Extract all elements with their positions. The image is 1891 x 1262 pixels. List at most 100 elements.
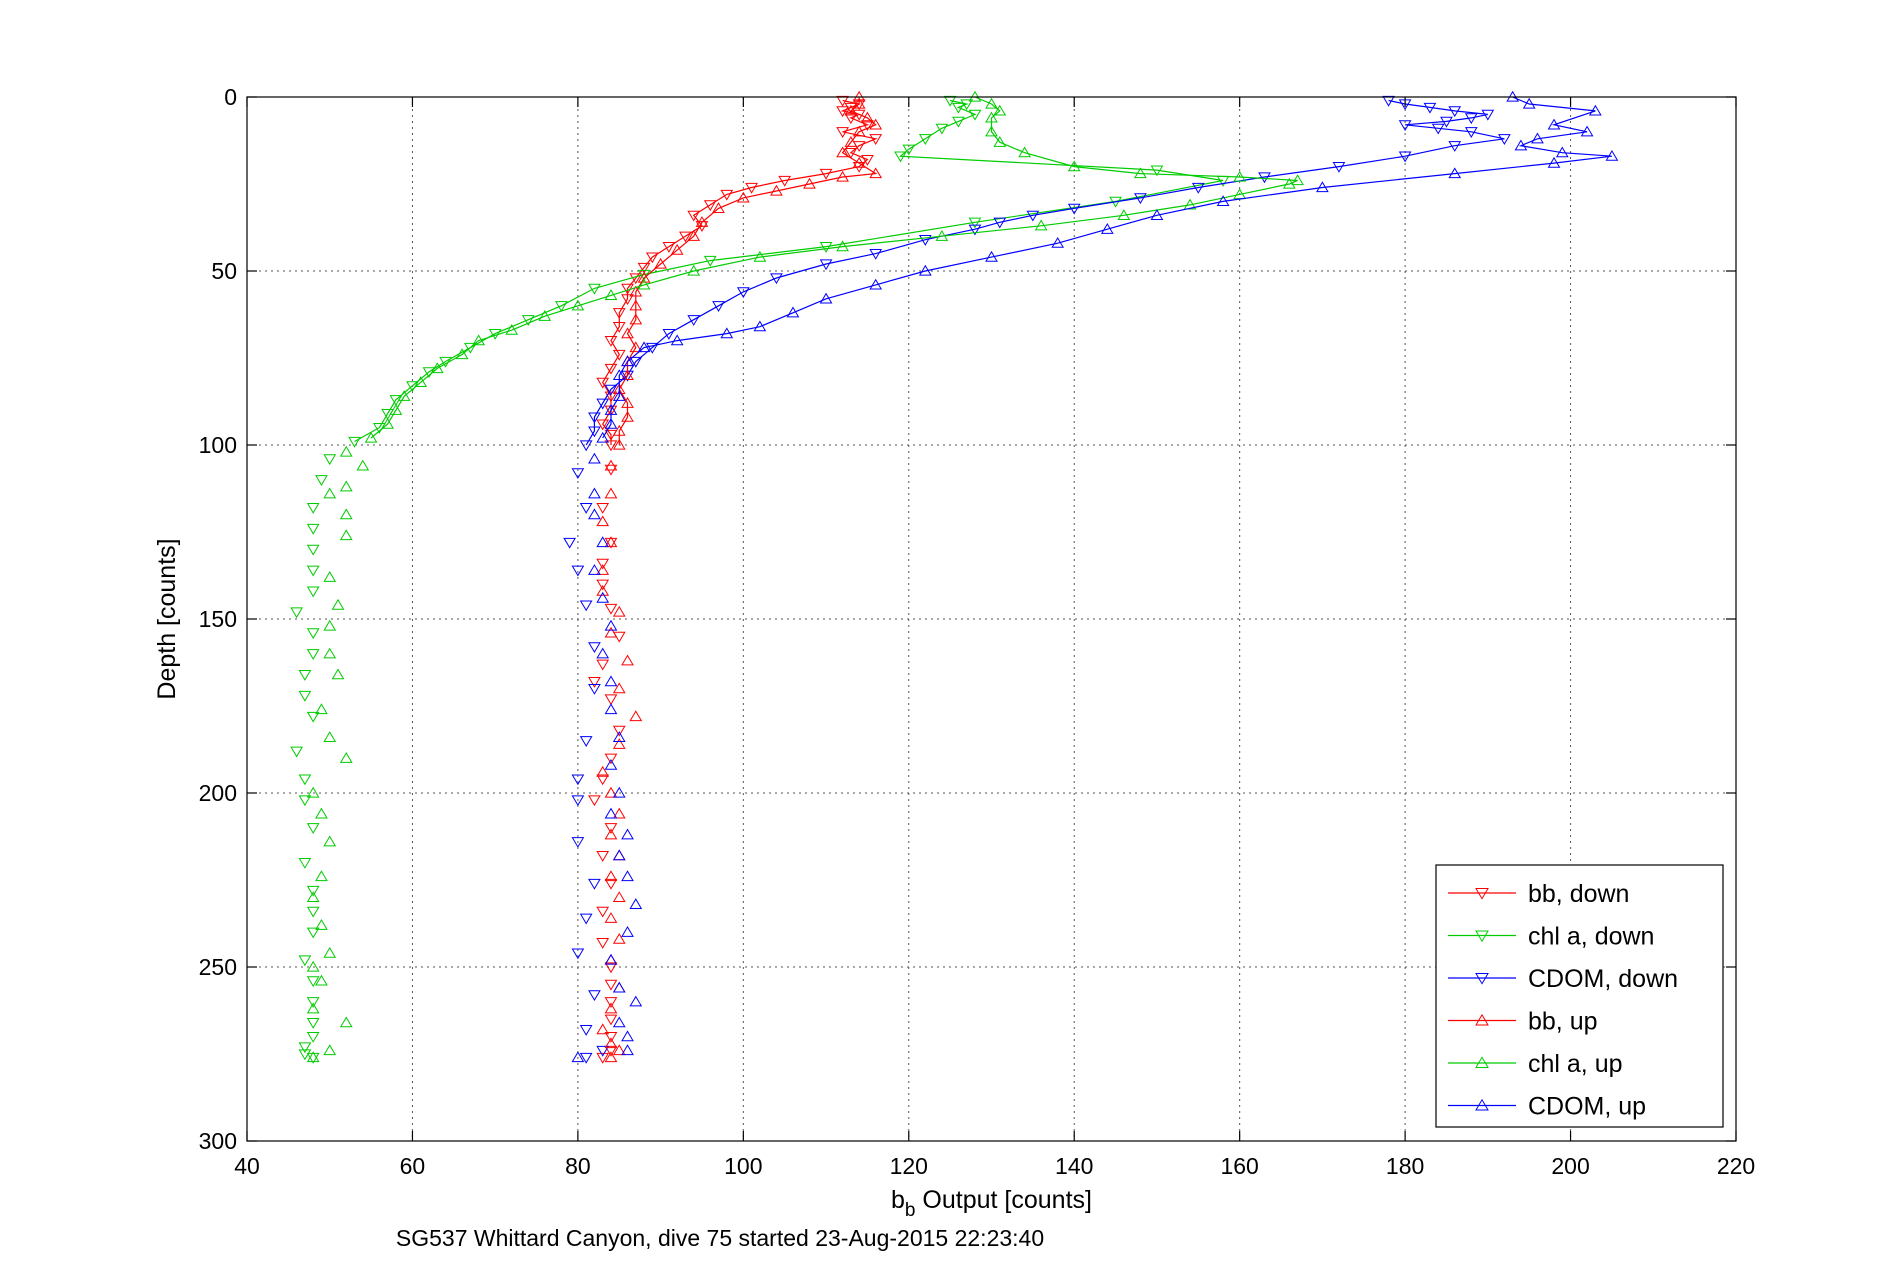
data-point [902,144,916,156]
data-point [306,1051,320,1063]
data-point [1481,109,1495,121]
data-point [604,753,618,765]
data-point [306,885,320,897]
data-point [720,327,734,339]
data-point [703,200,717,212]
data-point [645,252,659,264]
data-point [604,417,618,429]
data-point [596,515,610,527]
data-point [629,898,643,909]
data-point [579,1025,593,1036]
x-tick-label: 80 [565,1153,591,1179]
x-tick-label: 120 [890,1153,928,1179]
data-point [315,703,328,715]
data-point [1464,113,1478,125]
data-point [596,1045,610,1057]
data-point [588,426,601,438]
legend-entry: chl a, up [1448,1050,1623,1078]
data-point [604,912,618,923]
legend-entry: bb, down [1448,880,1629,908]
data-point [960,99,974,111]
data-point [1216,195,1230,207]
data-point [323,946,337,958]
data-point [1018,146,1031,158]
data-point [935,123,949,135]
data-point [736,287,750,299]
data-point [621,410,634,422]
data-point [298,955,312,967]
data-point [604,997,618,1009]
data-point [1605,149,1619,161]
data-point [612,682,626,694]
data-point [629,273,643,285]
data-point [918,235,932,246]
data-point [298,1042,312,1054]
data-point [306,649,320,661]
data-point [604,878,618,890]
series-line [585,99,1505,446]
data-point [604,870,618,882]
data-point [952,102,965,114]
data-point [612,308,626,319]
data-point [645,342,659,354]
data-point [596,584,610,596]
data-point [1555,146,1569,158]
series-line [618,97,878,445]
data-point [323,454,337,466]
data-point [1100,223,1114,234]
data-point [588,642,601,654]
data-point [778,175,792,187]
data-point [604,289,618,300]
data-point [596,938,610,949]
data-point [687,210,701,222]
data-point [298,857,312,869]
data-point [1183,198,1197,210]
data-point [836,240,849,252]
data-point [612,731,626,742]
data-point [604,459,618,471]
data-point [571,837,585,848]
legend-marker [1475,973,1489,985]
data-point [306,503,320,514]
data-point [836,146,849,158]
data-point [612,369,626,381]
data-point [1464,127,1478,139]
data-point [604,1002,618,1014]
y-tick-label: 150 [199,606,237,632]
data-point [579,736,593,748]
y-tick-label: 50 [211,258,237,284]
data-point [588,564,601,575]
data-point [695,216,709,227]
data-point [588,795,601,807]
data-point [745,182,758,194]
series-line [602,96,1612,439]
data-point [1588,104,1602,116]
data-point [621,1030,634,1042]
data-point [993,217,1007,229]
legend-entry: CDOM, up [1448,1093,1646,1121]
data-point [985,111,998,123]
data-point [670,243,684,255]
data-point [869,248,883,260]
data-point [596,536,610,548]
data-point [596,591,610,603]
data-point [315,475,328,487]
legend-marker [1475,888,1489,900]
data-point [306,711,320,723]
data-point [819,242,833,253]
data-point [1316,181,1329,193]
data-point [364,431,378,443]
data-point [596,906,610,918]
data-point [323,571,337,582]
data-point [339,1016,353,1028]
data-point [604,1037,618,1049]
data-point [985,250,998,262]
chart-caption: SG537 Whittard Canyon, dive 75 started 2… [396,1225,1044,1251]
data-point [852,125,866,137]
data-point [604,807,618,819]
data-point [339,480,353,492]
series-line [601,99,878,445]
data-point [596,564,610,575]
data-point [918,264,932,276]
data-point [604,962,618,974]
